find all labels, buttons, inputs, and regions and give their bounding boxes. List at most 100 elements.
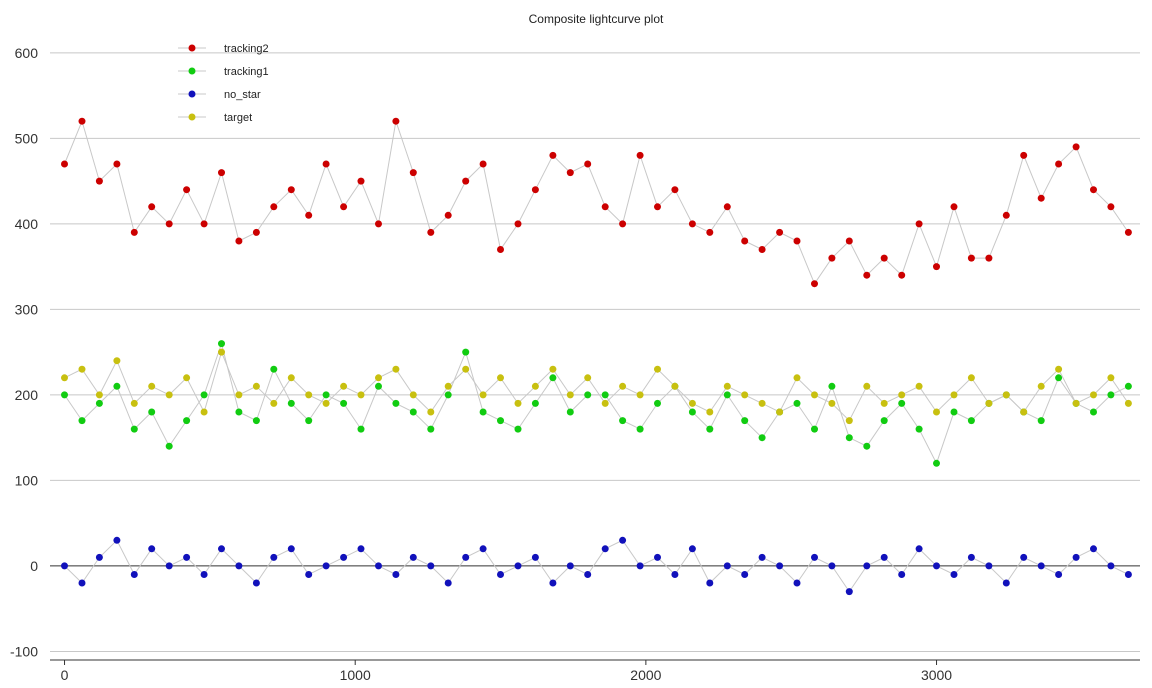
data-point-tracking2 xyxy=(462,177,470,185)
data-point-tracking1 xyxy=(130,425,138,433)
data-point-target xyxy=(427,408,435,416)
data-point-no_star xyxy=(148,545,156,553)
data-point-no_star xyxy=(967,553,975,561)
data-point-tracking1 xyxy=(427,425,435,433)
data-point-target xyxy=(1090,391,1097,399)
data-point-tracking2 xyxy=(967,254,975,262)
data-point-target xyxy=(967,374,975,382)
data-point-no_star xyxy=(688,545,696,553)
data-point-target xyxy=(183,374,191,382)
data-point-no_star xyxy=(1037,562,1045,570)
data-point-tracking1 xyxy=(811,425,818,433)
y-tick-label: 400 xyxy=(15,216,39,232)
data-point-tracking1 xyxy=(758,434,766,442)
data-point-target xyxy=(1020,408,1028,416)
data-point-tracking1 xyxy=(514,425,522,433)
data-point-tracking1 xyxy=(270,365,278,373)
data-point-target xyxy=(1002,391,1010,399)
data-point-no_star xyxy=(723,562,731,570)
legend-label: target xyxy=(224,112,252,124)
data-point-target xyxy=(1055,365,1063,373)
data-point-tracking2 xyxy=(1090,186,1097,194)
grid-lines xyxy=(50,52,1140,652)
data-point-target xyxy=(235,391,243,399)
x-tick-label: 3000 xyxy=(921,667,952,683)
data-point-tracking1 xyxy=(200,391,208,399)
data-point-tracking1 xyxy=(898,399,906,407)
data-point-no_star xyxy=(95,553,103,561)
data-point-tracking2 xyxy=(497,246,504,253)
data-point-tracking1 xyxy=(287,399,295,407)
data-point-no_star xyxy=(183,553,191,561)
data-point-target xyxy=(61,374,68,382)
data-point-tracking2 xyxy=(95,177,103,185)
data-point-tracking1 xyxy=(235,408,243,416)
y-tick-label: 0 xyxy=(30,558,38,574)
data-point-tracking1 xyxy=(1055,374,1063,382)
data-point-tracking1 xyxy=(61,391,68,399)
data-point-tracking2 xyxy=(584,160,592,168)
data-point-target xyxy=(252,382,260,390)
data-point-target xyxy=(514,399,522,407)
data-point-no_star xyxy=(531,553,539,561)
data-point-tracking2 xyxy=(427,228,435,236)
data-point-no_star xyxy=(793,579,801,587)
data-point-target xyxy=(1107,374,1115,382)
data-point-no_star xyxy=(619,536,627,544)
data-point-no_star xyxy=(845,588,853,596)
data-point-target xyxy=(305,391,313,399)
data-point-tracking2 xyxy=(1020,151,1028,159)
data-point-tracking2 xyxy=(392,117,400,125)
data-point-tracking2 xyxy=(1055,160,1063,168)
data-point-tracking1 xyxy=(950,408,958,416)
data-point-tracking2 xyxy=(444,211,452,219)
data-point-tracking2 xyxy=(811,280,818,288)
series-no_star xyxy=(61,536,1132,596)
legend-marker xyxy=(188,44,196,52)
data-point-tracking2 xyxy=(845,237,853,245)
data-point-tracking1 xyxy=(322,391,330,399)
data-point-tracking2 xyxy=(357,177,365,185)
data-point-tracking1 xyxy=(549,374,557,382)
data-point-target xyxy=(497,374,504,382)
data-point-tracking1 xyxy=(863,442,871,450)
data-point-target xyxy=(95,391,103,399)
data-point-target xyxy=(165,391,173,399)
data-point-target xyxy=(409,391,417,399)
data-point-tracking2 xyxy=(1107,203,1115,211)
data-point-no_star xyxy=(427,562,435,570)
data-point-target xyxy=(758,399,766,407)
data-point-tracking2 xyxy=(1002,211,1010,219)
data-point-tracking1 xyxy=(706,425,714,433)
data-point-tracking1 xyxy=(305,417,313,425)
data-point-tracking1 xyxy=(357,425,365,433)
data-point-tracking1 xyxy=(409,408,417,416)
legend-label: tracking1 xyxy=(224,66,269,78)
data-point-no_star xyxy=(584,571,592,578)
data-point-tracking1 xyxy=(113,382,121,390)
data-point-tracking2 xyxy=(305,211,313,219)
data-point-no_star xyxy=(305,571,313,578)
data-point-no_star xyxy=(671,571,679,578)
data-point-tracking2 xyxy=(1037,194,1045,202)
data-point-no_star xyxy=(200,571,208,578)
data-point-tracking2 xyxy=(601,203,609,211)
legend-item-target: target xyxy=(178,112,252,124)
data-point-target xyxy=(1037,382,1045,390)
data-point-target xyxy=(845,417,853,425)
y-tick-label: 100 xyxy=(15,472,39,488)
data-point-no_star xyxy=(776,562,784,570)
data-point-tracking1 xyxy=(880,417,888,425)
data-point-no_star xyxy=(828,562,836,570)
data-point-tracking1 xyxy=(1090,408,1097,416)
data-point-no_star xyxy=(235,562,243,570)
data-point-tracking2 xyxy=(549,151,557,159)
data-point-tracking2 xyxy=(78,117,86,125)
series-tracking2 xyxy=(61,117,1132,288)
data-point-tracking1 xyxy=(566,408,574,416)
data-point-target xyxy=(1124,399,1132,407)
data-point-no_star xyxy=(758,553,766,561)
x-tick-label: 1000 xyxy=(340,667,371,683)
